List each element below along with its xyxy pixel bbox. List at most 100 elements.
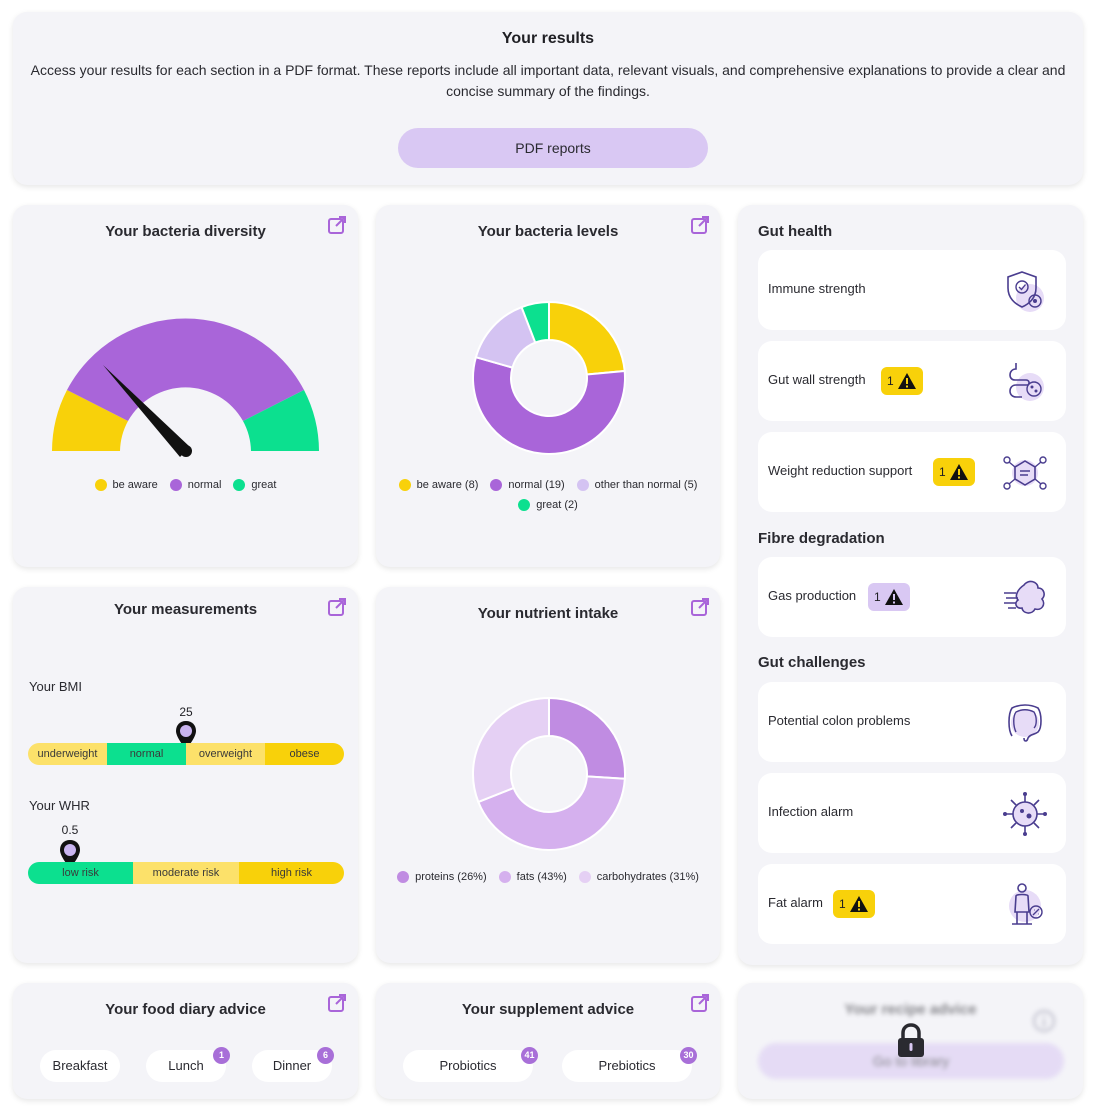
legend-dot xyxy=(94,479,107,491)
colon-icon xyxy=(1008,704,1042,742)
external-link-icon[interactable] xyxy=(327,597,347,617)
gauge-needle xyxy=(103,365,190,457)
gut-item-label: Potential colon problems xyxy=(768,713,911,728)
levels-title: Your bacteria levels xyxy=(477,223,619,240)
donut-slice-fats xyxy=(477,775,626,851)
gut-item-immune-strength[interactable]: Immune strength xyxy=(758,250,1066,330)
donut-slice-carbohydrates xyxy=(472,697,550,804)
legend-dot xyxy=(169,479,182,491)
warning-badge: 1 xyxy=(881,367,923,395)
diversity-legend: be aware normal great xyxy=(13,479,358,499)
recipe-card: Your recipe advice Go to library xyxy=(738,983,1083,1099)
gut-item-fat-alarm[interactable]: Fat alarm 1 xyxy=(758,864,1066,944)
donut-slice-normal xyxy=(472,355,626,455)
external-link-icon[interactable] xyxy=(327,993,347,1013)
chip-dinner[interactable]: Dinner xyxy=(252,1050,332,1082)
gut-item-gut-wall-strength[interactable]: Gut wall strength 1 xyxy=(758,341,1066,421)
whr-segment: moderate risk xyxy=(133,862,239,884)
legend-dot xyxy=(397,871,410,883)
bmi-bar: underweight normal overweight obese xyxy=(28,743,344,765)
gut-item-label: Immune strength xyxy=(768,281,866,296)
whr-segment: low risk xyxy=(28,862,133,884)
food-diary-title: Your food diary advice xyxy=(105,1001,266,1018)
whr-bar: low risk moderate risk high risk xyxy=(28,862,344,884)
external-link-icon[interactable] xyxy=(690,215,710,235)
whr-label: Your WHR xyxy=(29,798,90,813)
gut-item-label: Weight reduction support xyxy=(768,463,913,478)
gut-health-title: Gut health xyxy=(758,223,833,240)
donut-slice-be-aware xyxy=(548,301,626,376)
gauge-segment-be-aware xyxy=(52,390,128,451)
whr-segment: high risk xyxy=(239,862,344,884)
legend-label: great (2) xyxy=(536,499,578,511)
gut-item-label: Fat alarm xyxy=(768,895,823,910)
levels-card: Your bacteria levels be aware (8) normal… xyxy=(376,205,720,567)
bmi-segment: overweight xyxy=(186,743,265,765)
person-scale-icon xyxy=(1009,883,1043,925)
bmi-segment: underweight xyxy=(28,743,107,765)
measurements-card: Your measurements Your BMI 25 underweigh… xyxy=(13,587,358,963)
donut-slice-proteins xyxy=(548,697,626,780)
legend-label: normal xyxy=(187,479,222,491)
diversity-title: Your bacteria diversity xyxy=(105,223,266,240)
warning-badge: 1 xyxy=(833,890,875,918)
nutrient-donut-chart xyxy=(472,697,626,851)
legend-dot xyxy=(518,499,531,511)
levels-donut-chart xyxy=(472,301,626,455)
nutrient-legend: proteins (26%) fats (43%) carbohydrates … xyxy=(376,871,720,891)
pdf-reports-button[interactable]: PDF reports xyxy=(398,128,708,168)
bmi-value: 25 xyxy=(179,705,193,719)
warning-count: 1 xyxy=(939,465,946,479)
warning-count: 1 xyxy=(839,897,846,911)
supplement-card: Your supplement advice Probiotics 41 Pre… xyxy=(376,983,720,1099)
bmi-label: Your BMI xyxy=(29,679,82,694)
chip-breakfast[interactable]: Breakfast xyxy=(40,1050,120,1082)
whr-pin-icon xyxy=(60,840,80,868)
legend-label: carbohydrates (31%) xyxy=(596,871,699,883)
chip-count: 1 xyxy=(213,1047,230,1064)
chip-count: 6 xyxy=(317,1047,334,1064)
warning-icon xyxy=(849,896,868,912)
external-link-icon[interactable] xyxy=(690,993,710,1013)
chip-count: 41 xyxy=(521,1047,538,1064)
external-link-icon[interactable] xyxy=(690,597,710,617)
measurements-title: Your measurements xyxy=(113,601,258,618)
molecule-icon xyxy=(1003,456,1047,490)
gut-item-weight-reduction-support[interactable]: Weight reduction support 1 xyxy=(758,432,1066,512)
gut-item-infection-alarm[interactable]: Infection alarm xyxy=(758,773,1066,853)
recipe-title: Your recipe advice xyxy=(844,1001,977,1018)
legend-label: fats (43%) xyxy=(516,871,567,883)
gut-item-gas-production[interactable]: Gas production 1 xyxy=(758,557,1066,637)
gauge-needle-hub xyxy=(180,445,192,457)
legend-label: other than normal (5) xyxy=(594,479,698,491)
chip-lunch[interactable]: Lunch xyxy=(146,1050,226,1082)
gut-item-potential-colon-problems[interactable]: Potential colon problems xyxy=(758,682,1066,762)
legend-label: normal (19) xyxy=(508,479,565,491)
supplement-title: Your supplement advice xyxy=(461,1001,635,1018)
shield-icon xyxy=(1007,271,1044,312)
lock-icon xyxy=(898,1023,924,1057)
legend-dot xyxy=(398,479,411,491)
gut-item-label: Gas production xyxy=(768,588,857,603)
gut-health-card: Gut health Immune strength Gut wall stre… xyxy=(738,205,1083,965)
external-link-icon[interactable] xyxy=(327,215,347,235)
gut-item-label: Gut wall strength xyxy=(768,372,866,387)
warning-badge: 1 xyxy=(933,458,975,486)
intestine-icon xyxy=(1009,363,1044,401)
fibre-title: Fibre degradation xyxy=(758,530,885,547)
gut-item-label: Infection alarm xyxy=(768,804,854,819)
bmi-pin-icon xyxy=(176,721,196,749)
legend-dot xyxy=(233,479,246,491)
warning-count: 1 xyxy=(887,374,894,388)
legend-dot xyxy=(498,871,511,883)
nutrient-title: Your nutrient intake xyxy=(477,605,619,622)
chip-prebiotics[interactable]: Prebiotics xyxy=(562,1050,692,1082)
legend-label: be aware (8) xyxy=(416,479,479,491)
results-card: Your results Access your results for eac… xyxy=(13,12,1083,185)
chip-count: 30 xyxy=(680,1047,697,1064)
bmi-segment: obese xyxy=(265,743,344,765)
legend-label: proteins (26%) xyxy=(415,871,487,883)
chip-probiotics[interactable]: Probiotics xyxy=(403,1050,533,1082)
info-icon xyxy=(1033,1010,1055,1032)
legend-dot xyxy=(578,871,591,883)
